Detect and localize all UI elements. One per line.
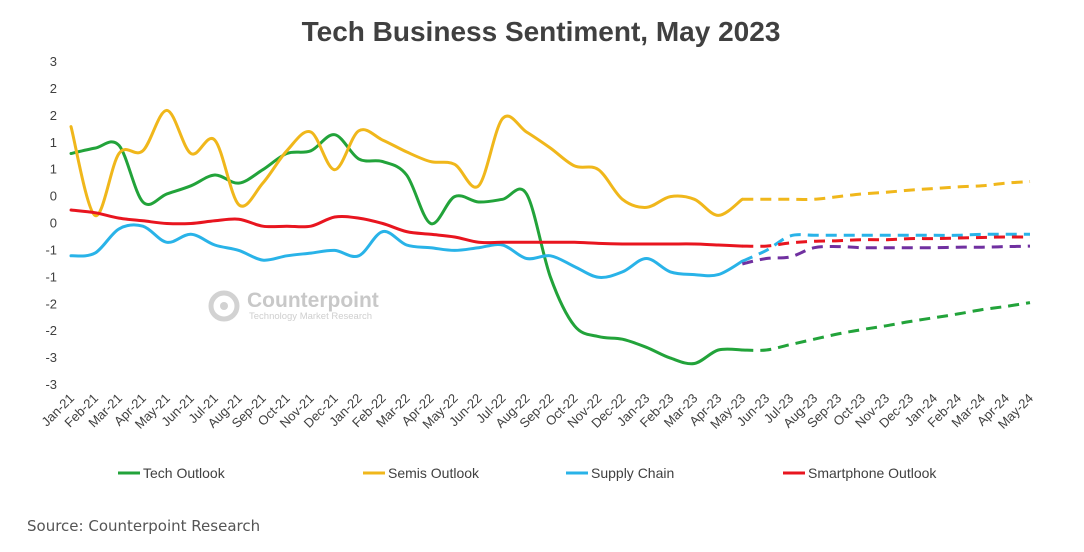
- y-tick-label: -2: [45, 323, 57, 338]
- source-note: Source: Counterpoint Research: [27, 517, 261, 535]
- y-tick-label: -3: [45, 350, 57, 365]
- y-tick-label: 0: [50, 216, 57, 231]
- forecast-line-projection: [741, 244, 1031, 266]
- legend: Tech Outlook Semis Outlook Supply Chain Sma…: [118, 465, 937, 481]
- legend-label: Supply Chain: [591, 465, 674, 481]
- y-tick-label: 1: [50, 135, 57, 150]
- sentiment-line-chart: Tech Business Sentiment, May 2023 Counte…: [38, 16, 1036, 481]
- forecast-line-smartphone-outlook: [742, 235, 1031, 248]
- series-layer: [69, 108, 1031, 366]
- y-tick-label: -1: [45, 269, 57, 284]
- x-axis: Jan-21Feb-21Mar-21Apr-21May-21Jun-21Jul-…: [38, 391, 1036, 432]
- y-tick-label: -2: [45, 296, 57, 311]
- legend-label: Tech Outlook: [143, 465, 226, 481]
- legend-label: Smartphone Outlook: [808, 465, 937, 481]
- legend-label: Semis Outlook: [388, 465, 480, 481]
- y-tick-label: 2: [50, 81, 57, 96]
- y-tick-label: 1: [50, 162, 57, 177]
- forecast-line-supply-chain: [741, 232, 1030, 263]
- watermark-brand: Counterpoint: [247, 289, 379, 312]
- series-line-supply-chain: [69, 223, 744, 279]
- chart-title: Tech Business Sentiment, May 2023: [302, 16, 781, 47]
- series-line-semis-outlook: [69, 108, 744, 217]
- y-tick-label: -3: [45, 377, 57, 392]
- y-axis: 3 2 2 1 1 0 0 -1 -1 -2 -2 -3 -3: [45, 54, 57, 392]
- series-line-smartphone-outlook: [69, 208, 744, 248]
- y-tick-label: 0: [50, 189, 57, 204]
- y-tick-label: 3: [50, 54, 57, 69]
- y-tick-label: -1: [45, 242, 57, 257]
- watermark: Counterpoint Technology Market Research: [208, 289, 379, 322]
- forecast-line-semis-outlook: [742, 180, 1031, 201]
- counterpoint-logo-icon: [208, 290, 240, 322]
- series-line-tech-outlook: [69, 133, 744, 366]
- y-tick-label: 2: [50, 108, 57, 123]
- watermark-tagline: Technology Market Research: [249, 311, 372, 322]
- forecast-line-tech-outlook: [742, 301, 1031, 352]
